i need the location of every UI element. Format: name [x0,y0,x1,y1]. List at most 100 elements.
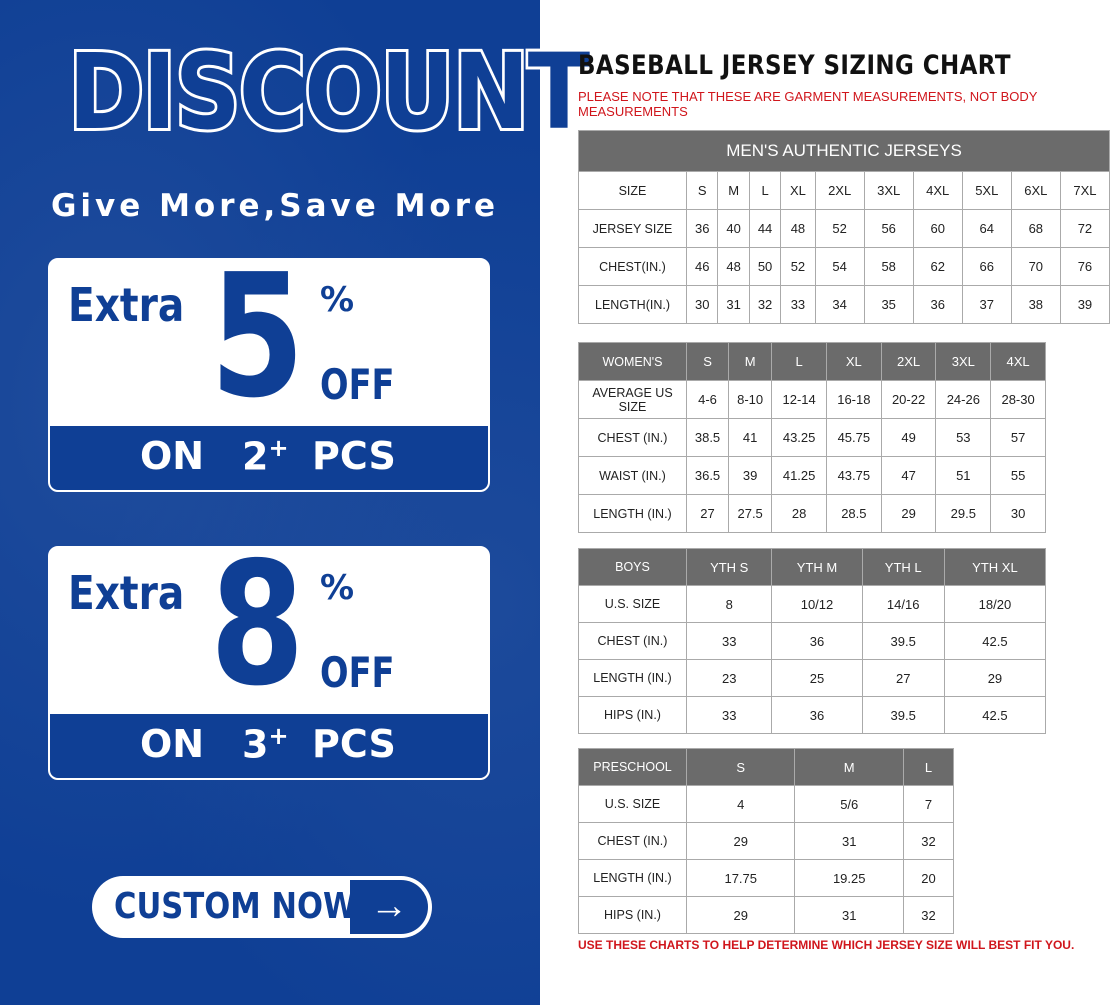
table-cell: 33 [685,622,773,660]
header-cell: 4XL [990,342,1046,381]
table-cell: 54 [814,247,865,286]
table-row: LENGTH (IN.) 23 25 27 29 [578,659,1047,697]
table-cell: 27 [685,494,730,533]
row-label: LENGTH (IN.) [578,659,687,697]
table-row: U.S. SIZE 8 10/12 14/16 18/20 [578,585,1047,623]
table-row: HIPS (IN.) 29 31 32 [578,896,955,934]
table-cell: 68 [1010,209,1061,248]
table-cell: 46 [685,247,719,286]
header-cell: 2XL [880,342,937,381]
table-cell: 17.75 [685,859,796,897]
table-cell: 32 [902,822,955,860]
table-caption-row: MEN'S AUTHENTIC JERSEYS [578,130,1110,172]
header-cell: YTH S [685,548,773,586]
header-cell: 3XL [935,342,992,381]
offer-pcs: PCS [312,722,396,766]
table-cell: 28.5 [825,494,882,533]
table-cell: 29 [685,822,796,860]
table-cell: 41.25 [771,456,827,495]
row-label: WAIST (IN.) [578,456,687,495]
table-cell: 8 [685,585,773,623]
header-cell: L [771,342,827,381]
row-label: CHEST (IN.) [578,822,687,860]
table-row: JERSEY SIZE 36 40 44 48 52 56 60 64 68 72 [578,209,1111,248]
table-row: AVERAGE US SIZE 4-6 8-10 12-14 16-18 20-22 24-… [578,380,1046,419]
table-cell: 42.5 [943,696,1047,734]
table-header-row: WOMEN'S S M L XL 2XL 3XL 4XL [578,342,1046,381]
table-cell: 32 [748,285,782,324]
offer-amount: 5 [210,258,305,436]
table-header-row: PRESCHOOL S M L [578,748,955,786]
womens-size-table: WOMEN'S S M L XL 2XL 3XL 4XL AVERAGE US SIZE 4-6 8… [578,342,1046,533]
table-cell: 31 [794,822,904,860]
table-row: CHEST(IN.) 46 48 50 52 54 58 62 66 70 76 [578,247,1111,286]
table-cell: 29 [943,659,1047,697]
slogan: Give More,Save More [50,188,500,224]
table-cell: 37 [961,285,1012,324]
custom-now-button[interactable]: CUSTOM NOW → [92,876,432,938]
row-label: U.S. SIZE [578,785,687,823]
table-header-row: SIZE S M L XL 2XL 3XL 4XL 5XL 6XL 7XL [578,171,1111,210]
offer-card-8-percent: Extra 8 % OFF ON 3+ PCS [48,546,490,780]
row-label: LENGTH (IN.) [578,859,687,897]
row-label: CHEST(IN.) [578,247,687,286]
chart-footer: USE THESE CHARTS TO HELP DETERMINE WHICH… [578,938,1075,952]
table-cell: 48 [717,247,750,286]
header-cell: S [685,171,719,210]
table-cell: 33 [780,285,816,324]
table-cell: 23 [685,659,773,697]
table-cell: 49 [880,418,937,457]
table-cell: 29 [880,494,937,533]
arrow-right-icon: → [350,880,428,934]
offer-card-5-percent: Extra 5 % OFF ON 2+ PCS [48,258,490,492]
table-cell: 58 [863,247,914,286]
table-row: LENGTH (IN.) 27 27.5 28 28.5 29 29.5 30 [578,494,1046,533]
offer-band: ON 2+ PCS [50,426,488,490]
header-cell: XL [780,171,816,210]
offer-on: ON [140,722,205,766]
header-cell: 6XL [1010,171,1061,210]
offer-band: ON 3+ PCS [50,714,488,778]
table-cell: 4-6 [685,380,730,419]
table-cell: 25 [771,659,863,697]
table-caption: MEN'S AUTHENTIC JERSEYS [578,130,1110,172]
table-cell: 30 [685,285,719,324]
header-cell: YTH L [861,548,945,586]
table-cell: 39.5 [861,622,945,660]
table-cell: 70 [1010,247,1061,286]
table-cell: 64 [961,209,1012,248]
offer-pcs: PCS [312,434,396,478]
table-row: LENGTH(IN.) 30 31 32 33 34 35 36 37 38 39 [578,285,1111,324]
table-cell: 36 [912,285,963,324]
table-cell: 42.5 [943,622,1047,660]
offer-percent: % [320,280,355,320]
table-cell: 29.5 [935,494,992,533]
header-cell: S [685,342,730,381]
table-cell: 20 [902,859,955,897]
table-cell: 27.5 [728,494,773,533]
row-label: JERSEY SIZE [578,209,687,248]
table-cell: 38 [1010,285,1061,324]
table-cell: 47 [880,456,937,495]
promo-panel: DISCOUNT Give More,Save More Extra 5 % O… [0,0,593,1005]
table-cell: 36 [771,622,863,660]
offer-off: OFF [320,360,395,409]
table-row: CHEST (IN.) 33 36 39.5 42.5 [578,622,1047,660]
table-cell: 76 [1059,247,1111,286]
table-cell: 52 [780,247,816,286]
table-cell: 36 [771,696,863,734]
table-cell: 14/16 [861,585,945,623]
table-cell: 40 [717,209,750,248]
table-cell: 38.5 [685,418,730,457]
offer-qty: 3+ [242,722,289,767]
table-cell: 56 [863,209,914,248]
header-cell: 3XL [863,171,914,210]
table-cell: 43.25 [771,418,827,457]
table-row: WAIST (IN.) 36.5 39 41.25 43.75 47 51 55 [578,456,1046,495]
table-cell: 43.75 [825,456,882,495]
header-cell: M [728,342,773,381]
table-cell: 34 [814,285,865,324]
header-cell: YTH XL [943,548,1047,586]
header-cell: L [902,748,955,786]
chart-note: PLEASE NOTE THAT THESE ARE GARMENT MEASU… [578,89,1038,119]
